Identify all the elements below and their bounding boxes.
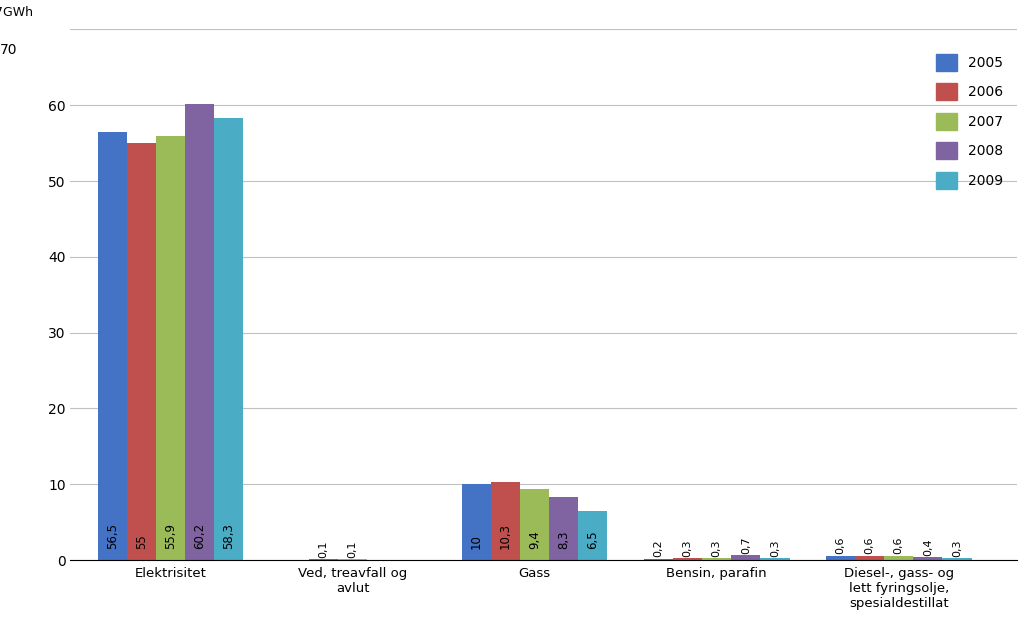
Bar xyxy=(490,482,520,560)
Text: 56,5: 56,5 xyxy=(105,523,119,549)
Bar xyxy=(462,484,490,560)
Bar xyxy=(731,555,761,560)
Text: 9,4: 9,4 xyxy=(528,530,541,549)
Bar xyxy=(644,558,673,560)
Text: 0,3: 0,3 xyxy=(712,539,722,557)
Bar xyxy=(913,557,942,560)
Bar xyxy=(942,558,972,560)
Bar xyxy=(127,143,156,560)
Bar xyxy=(97,132,127,560)
Text: 55,9: 55,9 xyxy=(164,523,177,549)
Bar xyxy=(855,555,884,560)
Text: 70: 70 xyxy=(0,43,17,57)
Bar xyxy=(702,558,731,560)
Text: 0,6: 0,6 xyxy=(864,537,874,555)
Bar xyxy=(761,558,790,560)
Text: 58,3: 58,3 xyxy=(222,523,236,549)
Text: 0,3: 0,3 xyxy=(952,539,962,557)
Bar xyxy=(673,558,702,560)
Text: 0,3: 0,3 xyxy=(770,539,780,557)
Text: 55: 55 xyxy=(135,534,147,549)
Text: 0,2: 0,2 xyxy=(653,540,664,557)
Text: 0,4: 0,4 xyxy=(923,538,933,556)
Text: 8,3: 8,3 xyxy=(557,530,570,549)
Bar xyxy=(884,555,913,560)
Text: 60,2: 60,2 xyxy=(194,523,206,549)
Text: 0,1: 0,1 xyxy=(347,540,357,558)
Bar xyxy=(156,136,185,560)
Bar xyxy=(520,489,549,560)
Text: 6,5: 6,5 xyxy=(587,530,599,549)
Legend: 2005, 2006, 2007, 2008, 2009: 2005, 2006, 2007, 2008, 2009 xyxy=(929,47,1010,196)
Text: 10: 10 xyxy=(470,534,483,549)
Text: 0,6: 0,6 xyxy=(894,537,904,555)
Text: 10,3: 10,3 xyxy=(499,523,512,549)
Bar xyxy=(214,118,244,560)
Text: 0,3: 0,3 xyxy=(683,539,692,557)
Bar xyxy=(826,555,855,560)
Text: 0,1: 0,1 xyxy=(318,540,329,558)
Text: 0,6: 0,6 xyxy=(836,537,846,555)
Bar xyxy=(579,511,607,560)
Text: 0,7: 0,7 xyxy=(740,536,751,553)
Text: 7GWh: 7GWh xyxy=(0,6,33,19)
Bar xyxy=(185,104,214,560)
Bar xyxy=(549,497,579,560)
